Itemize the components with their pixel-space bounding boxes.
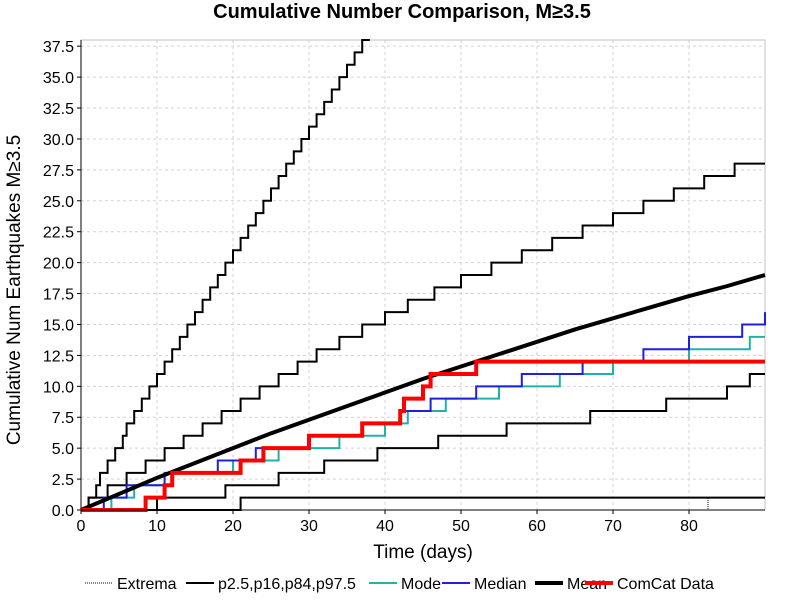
x-tick-label: 80 <box>680 518 698 535</box>
y-tick-label: 5.0 <box>52 441 74 458</box>
legend-label: Extrema <box>117 576 177 593</box>
x-tick-label: 50 <box>452 518 470 535</box>
series-line-mean <box>80 273 766 512</box>
x-tick-label: 0 <box>77 518 86 535</box>
y-tick-label: 2.5 <box>52 472 74 489</box>
y-tick-label: 30.0 <box>43 132 74 149</box>
y-tick-label: 10.0 <box>43 379 74 396</box>
series-line-p84 <box>81 162 765 511</box>
series-line-comcat-data <box>81 359 765 512</box>
y-tick-label: 25.0 <box>43 194 74 211</box>
legend-label: ComCat Data <box>617 576 714 593</box>
y-tick-label: 27.5 <box>43 163 74 180</box>
series-line-p16 <box>81 372 765 511</box>
y-tick-label: 22.5 <box>43 225 74 242</box>
y-tick-label: 0.0 <box>52 503 74 520</box>
x-tick-label: 60 <box>528 518 546 535</box>
x-tick-label: 40 <box>376 518 394 535</box>
y-tick-label: 7.5 <box>52 410 74 427</box>
y-tick-label: 35.0 <box>43 70 74 87</box>
y-tick-label: 37.5 <box>43 39 74 56</box>
y-tick-label: 17.5 <box>43 287 74 304</box>
legend-label: Mode <box>401 576 441 593</box>
chart-title: Cumulative Number Comparison, M≥3.5 <box>213 1 591 23</box>
legend: Extremap2.5,p16,p84,p97.5ModeMedianMeanC… <box>85 576 714 593</box>
plot-area <box>81 40 765 510</box>
y-axis-label: Cumulative Num Earthquakes M≥3.5 <box>4 135 25 445</box>
x-tick-label: 70 <box>604 518 622 535</box>
x-tick-label: 20 <box>224 518 242 535</box>
y-tick-label: 32.5 <box>43 101 74 118</box>
legend-label: Median <box>474 576 526 593</box>
x-axis-label: Time (days) <box>373 542 473 563</box>
y-tick-label: 20.0 <box>43 256 74 273</box>
x-tick-label: 10 <box>148 518 166 535</box>
y-tick-label: 12.5 <box>43 348 74 365</box>
legend-label: p2.5,p16,p84,p97.5 <box>218 576 356 593</box>
series-line-p97-5 <box>81 39 370 511</box>
axes <box>77 40 765 514</box>
x-tick-label: 30 <box>300 518 318 535</box>
tick-labels: 0 10 20 30 40 50 60 70 80 0.0 2.5 5.0 7.5 10.0 12.5 15.… <box>43 39 698 535</box>
y-tick-label: 15.0 <box>43 317 74 334</box>
